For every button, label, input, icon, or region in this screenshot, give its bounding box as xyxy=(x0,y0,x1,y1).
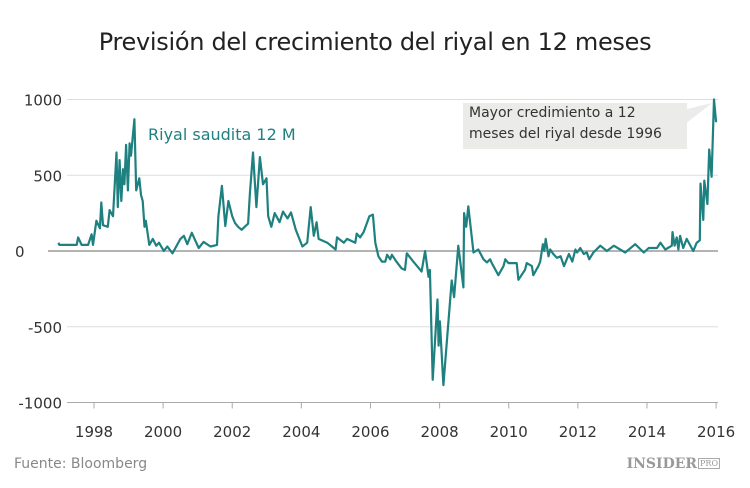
x-tick-label: 2004 xyxy=(282,423,320,441)
annotation-box: Mayor credimiento a 12 meses del riyal d… xyxy=(463,103,687,149)
x-tick-label: 2016 xyxy=(697,423,735,441)
x-tick-label: 2006 xyxy=(351,423,389,441)
y-tick-label: 0 xyxy=(15,243,25,261)
y-tick-label: 1000 xyxy=(24,92,62,110)
series-label: Riyal saudita 12 M xyxy=(148,125,296,144)
source-note: Fuente: Bloomberg xyxy=(14,456,148,472)
x-tick-label: 2000 xyxy=(144,423,182,441)
x-tick-label: 2012 xyxy=(559,423,597,441)
y-tick-label: 500 xyxy=(33,167,62,185)
x-tick-label: 2014 xyxy=(628,423,666,441)
x-tick-label: 1998 xyxy=(75,423,113,441)
logo-sub: PRO xyxy=(698,458,720,469)
insider-pro-logo: INSIDER PRO xyxy=(627,456,720,472)
x-tick-label: 2008 xyxy=(421,423,459,441)
y-tick-label: -1000 xyxy=(18,395,62,413)
chart-title: Previsión del crecimiento del riyal en 1… xyxy=(98,28,652,56)
x-tick-label: 2010 xyxy=(490,423,528,441)
logo-main: INSIDER xyxy=(626,456,698,472)
x-tick-label: 2002 xyxy=(213,423,251,441)
y-tick-label: -500 xyxy=(28,319,62,337)
series-line xyxy=(57,98,718,387)
